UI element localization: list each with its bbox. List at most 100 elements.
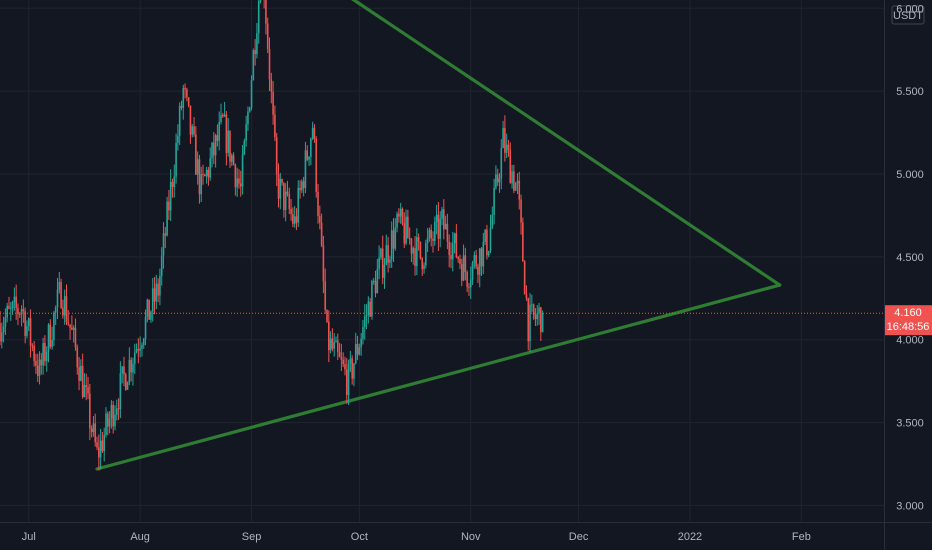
candle-body bbox=[342, 359, 344, 365]
candle-body bbox=[200, 173, 203, 195]
candle-body bbox=[372, 280, 375, 282]
candle-body bbox=[401, 208, 404, 224]
candle-body bbox=[182, 87, 185, 108]
candle-body bbox=[299, 187, 301, 191]
candle-body bbox=[141, 345, 143, 349]
candle-body bbox=[380, 248, 382, 258]
candle-body bbox=[115, 408, 118, 415]
candle-body bbox=[202, 173, 204, 175]
candle-body bbox=[105, 413, 107, 436]
candle-body bbox=[148, 299, 150, 320]
candle-body bbox=[360, 338, 362, 348]
candle-body bbox=[236, 178, 238, 188]
candle-body bbox=[301, 181, 303, 191]
candle-body bbox=[220, 114, 222, 122]
candle-body bbox=[392, 230, 395, 249]
candle-body bbox=[421, 258, 424, 270]
candle-body bbox=[365, 315, 368, 317]
candle-body bbox=[317, 191, 319, 217]
candle-body bbox=[371, 281, 373, 317]
candle-body bbox=[130, 359, 132, 373]
last-price-value: 4.160 bbox=[894, 307, 922, 319]
candle-body bbox=[198, 159, 201, 195]
candle-body bbox=[460, 263, 463, 281]
candle-body bbox=[151, 288, 154, 312]
candle-body bbox=[139, 348, 141, 351]
candle-body bbox=[376, 268, 379, 294]
candle-body bbox=[209, 158, 212, 178]
candle-body bbox=[486, 229, 488, 256]
candle-body bbox=[247, 111, 249, 125]
time-tick-label: 2022 bbox=[678, 531, 702, 543]
candle-body bbox=[302, 181, 305, 188]
candle-body bbox=[416, 237, 418, 267]
price-axis[interactable]: USDT 3.000 3.500 4.000 4.500 5.000 5.500 6.000 bbox=[891, 3, 925, 512]
candle-body bbox=[441, 209, 443, 219]
candle-body bbox=[363, 316, 366, 328]
candle-body bbox=[227, 130, 229, 153]
candle-body bbox=[11, 302, 14, 309]
candle-body bbox=[394, 227, 397, 249]
candle-body bbox=[319, 216, 321, 223]
currency-badge[interactable] bbox=[891, 5, 925, 25]
candle-body bbox=[491, 214, 494, 228]
time-tick-label: Aug bbox=[130, 531, 150, 543]
candle-body bbox=[335, 340, 337, 343]
candle-body bbox=[473, 255, 476, 263]
price-tick-label: 4.500 bbox=[896, 252, 924, 264]
candle-body bbox=[98, 447, 100, 458]
candle-body bbox=[351, 358, 353, 379]
candle-body bbox=[230, 155, 233, 162]
candle-body bbox=[480, 248, 483, 267]
candle-body bbox=[83, 385, 86, 398]
candle-body bbox=[514, 183, 517, 191]
candle-body bbox=[455, 233, 458, 258]
candle-body bbox=[541, 313, 544, 333]
candle-body bbox=[110, 404, 113, 419]
candle-body bbox=[275, 137, 278, 175]
candle-body bbox=[425, 242, 427, 266]
candle-body bbox=[144, 316, 147, 339]
candle-body bbox=[162, 233, 165, 256]
candle-body bbox=[293, 216, 296, 224]
candle-body bbox=[254, 50, 256, 55]
candle-body bbox=[277, 174, 280, 199]
candle-body bbox=[477, 266, 479, 275]
candle-body bbox=[471, 262, 474, 280]
candle-body bbox=[279, 179, 282, 199]
candle-body bbox=[367, 301, 370, 316]
candle-body bbox=[457, 257, 459, 259]
time-axis[interactable]: Jul Aug Sep Oct Nov Dec 2022 Feb bbox=[22, 531, 811, 543]
candle-body bbox=[81, 365, 84, 398]
candle-body bbox=[117, 408, 120, 410]
candle-body bbox=[353, 363, 355, 379]
candle-body bbox=[27, 318, 30, 327]
candle-body bbox=[103, 435, 106, 452]
candle-body bbox=[398, 213, 400, 217]
candle-body bbox=[4, 317, 7, 327]
candle-body bbox=[502, 128, 504, 149]
candle-body bbox=[123, 366, 125, 375]
candle-body bbox=[166, 201, 168, 236]
candle-body bbox=[252, 50, 255, 80]
candle-body bbox=[69, 324, 71, 328]
candle-body bbox=[333, 342, 335, 349]
candle-body bbox=[29, 318, 32, 346]
candle-body bbox=[396, 213, 398, 228]
candle-body bbox=[349, 358, 352, 364]
candle-body bbox=[178, 105, 181, 136]
candle-body bbox=[345, 369, 348, 396]
candle-body bbox=[354, 343, 357, 364]
candle-body bbox=[175, 143, 177, 177]
candle-body bbox=[58, 282, 61, 290]
candle-body bbox=[407, 216, 409, 239]
candle-body bbox=[329, 338, 332, 351]
candle-body bbox=[340, 356, 343, 360]
candle-body bbox=[114, 414, 116, 427]
candle-body bbox=[527, 298, 530, 342]
candle-body bbox=[311, 127, 314, 139]
candle-body bbox=[133, 352, 136, 364]
candle-body bbox=[322, 245, 325, 282]
